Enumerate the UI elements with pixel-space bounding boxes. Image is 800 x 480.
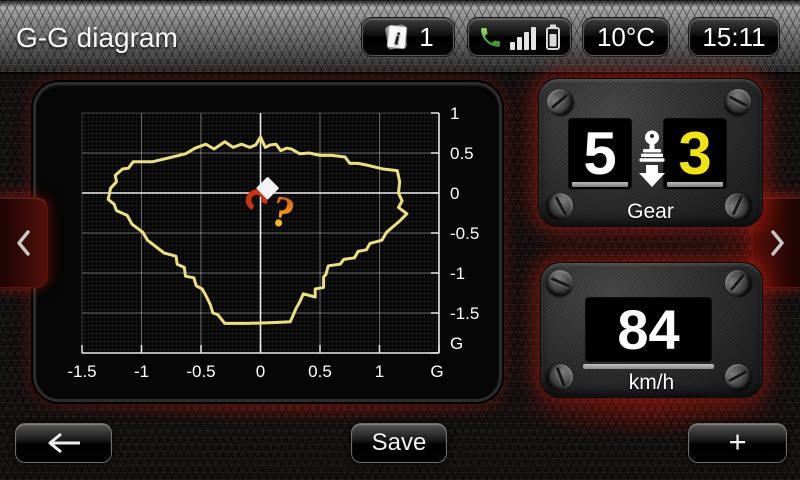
svg-text:-0.5: -0.5	[450, 224, 479, 243]
svg-text:G: G	[430, 362, 443, 381]
screw-icon	[541, 83, 579, 121]
speed-display: 84	[586, 298, 711, 361]
suggested-gear-value: 3	[678, 120, 712, 187]
svg-text:0.5: 0.5	[308, 362, 332, 381]
gear-panel: 5 3 Gear	[538, 78, 763, 227]
suggested-gear-window: 3	[664, 119, 726, 189]
speed-unit: km/h	[628, 371, 675, 394]
svg-text:0: 0	[256, 362, 265, 381]
back-button[interactable]	[16, 424, 111, 462]
temperature-value: 10°C	[596, 21, 656, 52]
speed-value: 84	[617, 297, 680, 361]
current-gear-window: 5	[569, 119, 631, 189]
add-button[interactable]: +	[689, 424, 786, 462]
screw-icon	[719, 264, 757, 302]
gg-chart-panel: 1 0.5 0 -0.5 -1 -1.5 G -1.5 -1 -0.5 0 0.5 1 G?	[33, 82, 502, 402]
chevron-left-icon	[16, 229, 30, 256]
info-pages-icon: i	[385, 24, 408, 50]
current-g-marker: ?	[245, 177, 300, 239]
svg-text:-1.5: -1.5	[67, 362, 96, 381]
temperature-button[interactable]: 10°C	[584, 19, 668, 55]
phone-icon	[480, 27, 500, 47]
svg-text:-0.5: -0.5	[186, 362, 215, 381]
svg-text:-1.5: -1.5	[450, 304, 479, 323]
phone-status-button[interactable]	[469, 19, 570, 55]
battery-icon	[545, 24, 560, 50]
svg-text:1: 1	[450, 104, 459, 123]
chevron-right-icon	[770, 229, 784, 256]
svg-text:0: 0	[450, 184, 459, 203]
arrow-left-icon	[48, 432, 80, 454]
clock-value: 15:11	[702, 21, 766, 52]
svg-text:G: G	[450, 334, 463, 353]
speed-panel: 84 km/h	[540, 262, 763, 398]
titlebar: G-G diagram i 1	[0, 0, 800, 74]
svg-text:-1: -1	[450, 264, 465, 283]
gearshift-down-arrow-icon	[639, 130, 665, 187]
page-title: G-G diagram	[16, 22, 178, 53]
screw-icon	[542, 265, 578, 301]
clock-button[interactable]: 15:11	[690, 19, 778, 55]
gg-chart: 1 0.5 0 -0.5 -1 -1.5 G -1.5 -1 -0.5 0 0.5 1 G?	[67, 104, 479, 381]
gear-label: Gear	[627, 200, 674, 223]
svg-text:i: i	[394, 29, 401, 48]
page-prev-button[interactable]	[0, 197, 48, 288]
svg-text:1: 1	[375, 362, 384, 381]
info-count: 1	[419, 21, 434, 52]
save-button[interactable]: Save	[352, 424, 446, 462]
info-button[interactable]: i 1	[363, 19, 453, 55]
svg-text:-1: -1	[134, 362, 149, 381]
gg-trace	[106, 135, 409, 325]
speed-underline	[583, 364, 714, 369]
current-gear-value: 5	[583, 120, 617, 187]
screw-icon	[720, 84, 756, 120]
svg-text:0.5: 0.5	[450, 144, 474, 163]
signal-bars-icon	[509, 27, 536, 50]
